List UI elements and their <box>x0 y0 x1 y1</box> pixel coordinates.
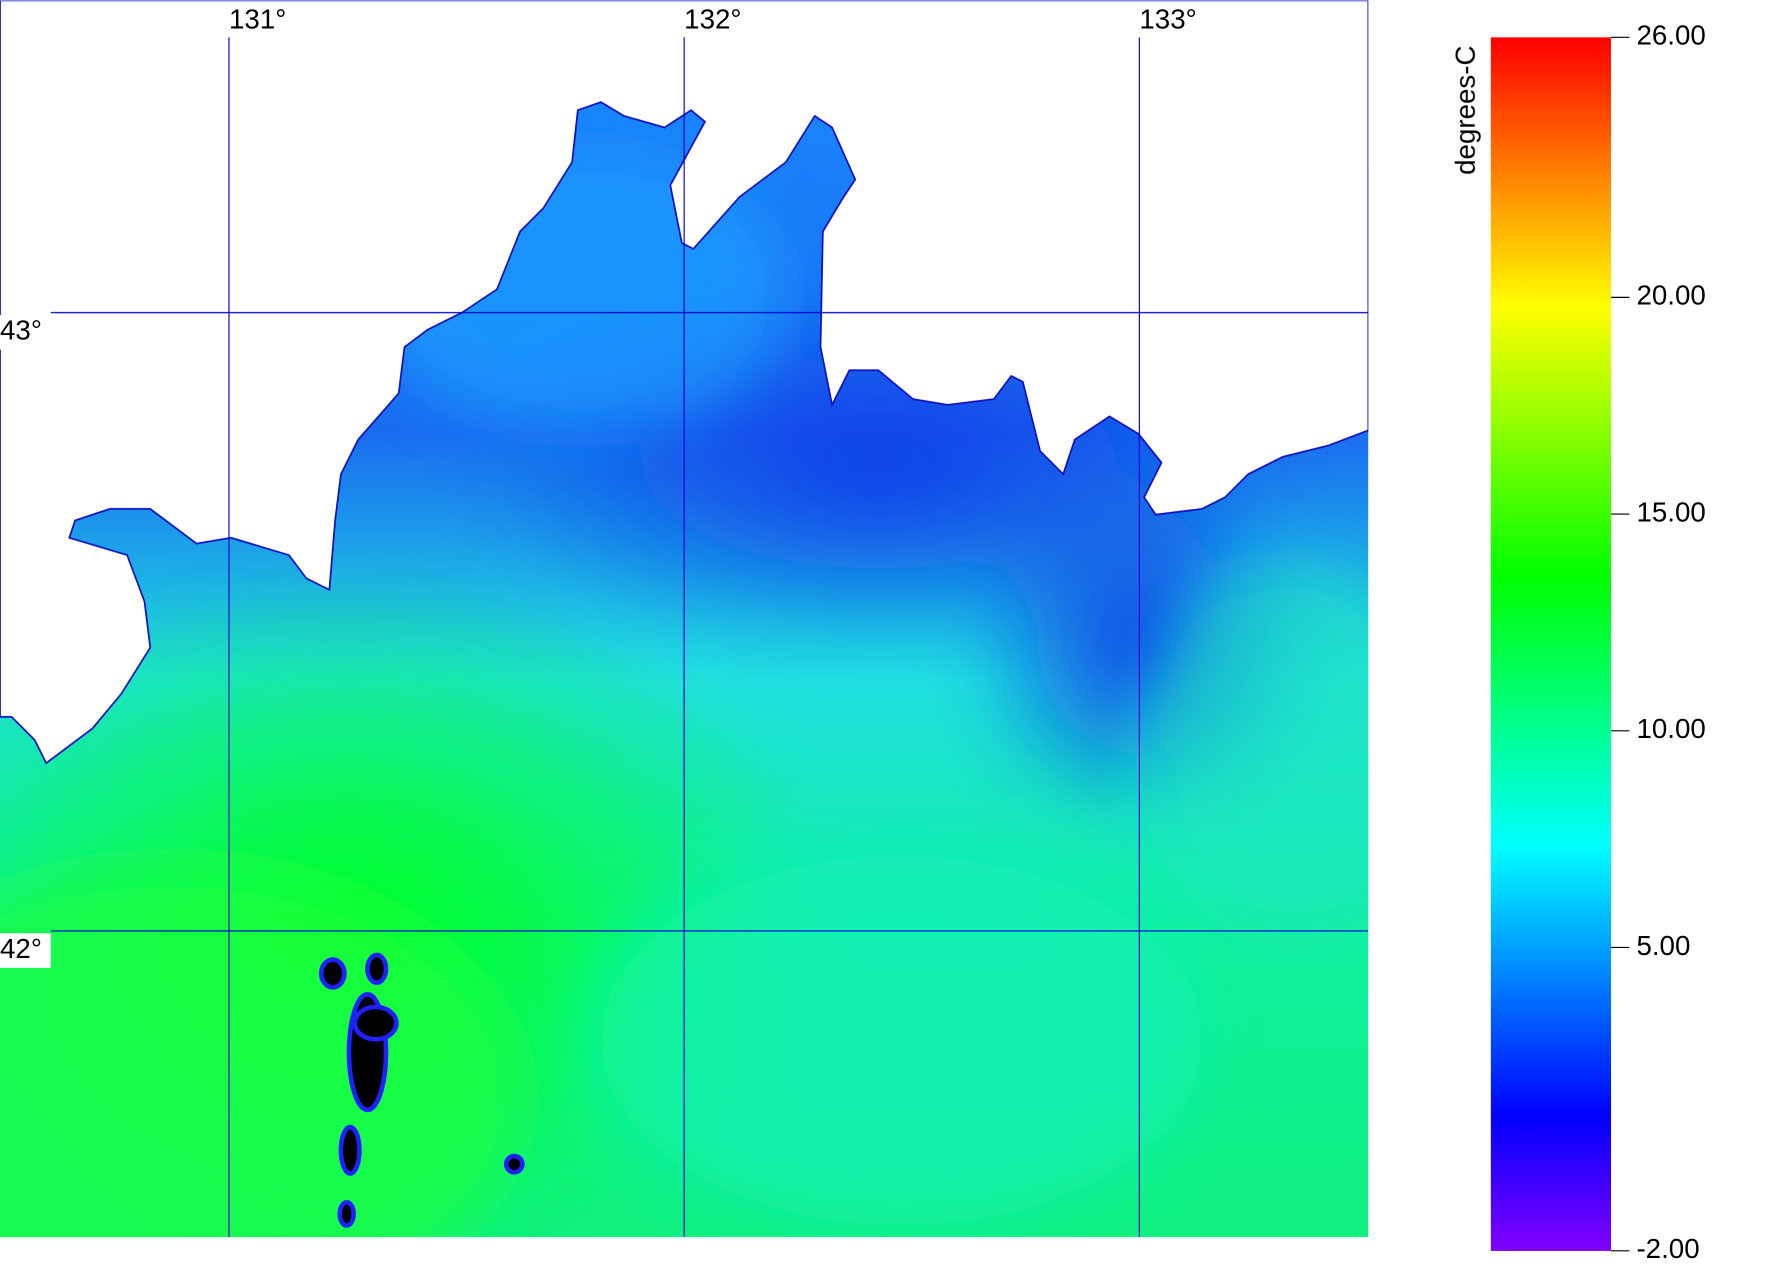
colorbar-tick-label: 10.00 <box>1636 713 1705 744</box>
lon-label: 133° <box>1139 4 1196 35</box>
colorbar-tick-label: 5.00 <box>1636 930 1690 961</box>
colorbar-label: degrees-C <box>1450 45 1481 174</box>
lat-label-bg <box>0 933 51 968</box>
colorbar-tick-label: -2.00 <box>1636 1233 1699 1264</box>
colorbar-tick-label: 26.00 <box>1636 20 1705 51</box>
colorbar-tick-label: 15.00 <box>1636 496 1705 527</box>
lon-label: 131° <box>229 4 286 35</box>
colorbar-tick-label: 20.00 <box>1636 280 1705 311</box>
sea-surface <box>0 0 1369 1237</box>
cold-spots <box>318 952 525 1228</box>
lat-label: 43° <box>0 315 42 346</box>
lat-label: 42° <box>0 933 42 964</box>
lon-label: 132° <box>684 4 741 35</box>
lat-label-bg <box>0 314 51 350</box>
land <box>0 0 1369 765</box>
graticule <box>50 37 1369 1237</box>
colorbar <box>1490 37 1612 1251</box>
